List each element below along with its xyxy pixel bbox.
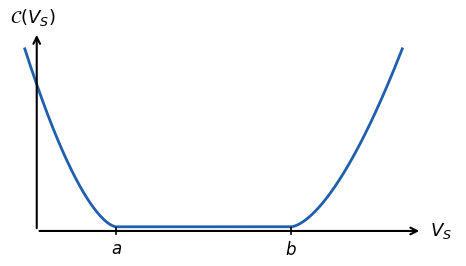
Text: $\mathcal{C}(V_S)$: $\mathcal{C}(V_S)$ xyxy=(10,7,55,28)
Text: $V_S$: $V_S$ xyxy=(430,221,452,241)
Text: $b$: $b$ xyxy=(285,242,297,259)
Text: $a$: $a$ xyxy=(110,242,122,259)
